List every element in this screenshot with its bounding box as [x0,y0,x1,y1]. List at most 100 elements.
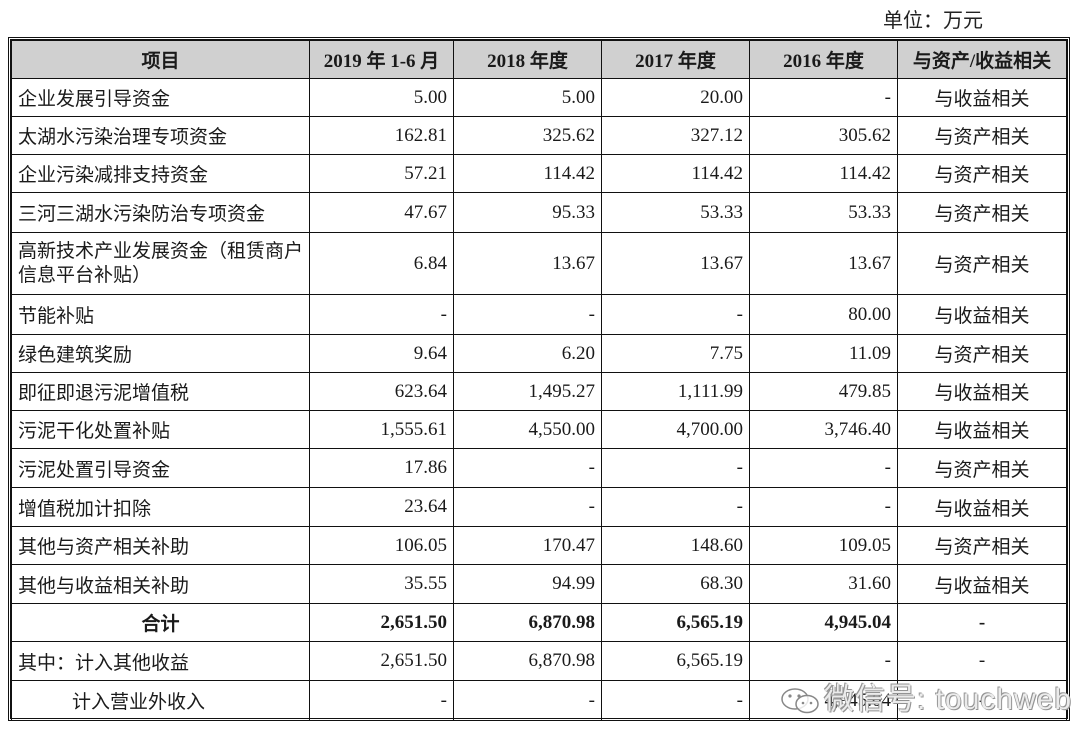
value-cell-v2016: - [749,78,898,117]
value-cell-v2018: 94.99 [453,564,602,604]
table-row: 污泥处置引导资金 17.86- - - 与资产相关 [11,448,1067,488]
item-name-cell: 节能补贴 [11,294,310,335]
value-cell-v2019h1: 2,651.50 [309,603,454,642]
item-name-cell: 三河三湖水污染防治专项资金 [11,192,310,233]
value-cell-v2017: 148.60 [601,526,750,565]
relation-cell: 与资产相关 [897,192,1067,233]
table-row: 企业污染减排支持资金 57.21 114.42 114.42 114.42 与资产相关 [11,154,1067,193]
relation-cell: 与收益相关 [897,372,1067,411]
value-cell-v2016: 114.42 [749,154,898,193]
value-cell-v2017: - [601,680,750,721]
table-row: 企业发展引导资金 5.00 5.00 20.00- 与收益相关 [11,78,1067,117]
col-header-relation: 与资产/收益相关 [897,40,1067,79]
unit-label: 单位：万元 [883,10,983,32]
item-name-cell: 合计 [11,603,310,642]
item-name-cell: 高新技术产业发展资金（租赁商户信息平台补贴） [11,232,310,295]
item-name-cell: 企业污染减排支持资金 [11,154,310,193]
table-row: 其他与资产相关补助 106.05 170.47 148.60 109.05 与资产相关 [11,526,1067,565]
value-cell-v2017: 114.42 [601,154,750,193]
value-cell-v2016: 479.85 [749,372,898,411]
relation-cell: 与收益相关 [897,78,1067,117]
col-header-2018: 2018 年度 [453,40,602,79]
total-row: 合计 2,651.50 6,870.98 6,565.19 4,945.04- [11,603,1067,642]
value-cell-v2018: - [453,680,602,721]
value-cell-v2016: 305.62 [749,116,898,155]
relation-cell: 与收益相关 [897,294,1067,335]
value-cell-v2019h1: 1,555.61 [309,410,454,449]
relation-cell: - [897,641,1067,681]
value-cell-v2017: 6,565.19 [601,641,750,681]
table-row: 太湖水污染治理专项资金 162.81 325.62 327.12 305.62 与资产相关 [11,116,1067,155]
value-cell-v2019h1: 106.05 [309,526,454,565]
table-header-row: 项目 2019 年 1-6 月 2018 年度 2017 年度 2016 年度 … [11,40,1067,79]
wechat-icon [780,687,820,715]
value-cell-v2017: 68.30 [601,564,750,604]
value-cell-v2018: 5.00 [453,78,602,117]
value-cell-v2018: - [453,487,602,527]
watermark: 微信号: touchweb [780,674,1072,718]
value-cell-v2017: 20.00 [601,78,750,117]
value-cell-v2016: 4,945.04 [749,680,898,721]
table-row: 增值税加计扣除 23.64- - - 与收益相关 [11,487,1067,527]
col-header-item: 项目 [11,40,310,79]
item-name-cell: 其他与资产相关补助 [11,526,310,565]
table-row: 高新技术产业发展资金（租赁商户信息平台补贴） 6.84 13.67 13.67 13.6… [11,232,1067,295]
value-cell-v2018: 6,870.98 [453,641,602,681]
relation-cell: 与资产相关 [897,154,1067,193]
value-cell-v2016: 4,945.04 [749,603,898,642]
value-cell-v2018: 13.67 [453,232,602,295]
relation-cell: 与收益相关 [897,487,1067,527]
value-cell-v2019h1: 23.64 [309,487,454,527]
item-name-cell: 太湖水污染治理专项资金 [11,116,310,155]
value-cell-v2019h1: 2,651.50 [309,641,454,681]
value-cell-v2019h1: - [309,680,454,721]
value-cell-v2018: - [453,448,602,488]
relation-cell: 与资产相关 [897,526,1067,565]
value-cell-v2017: 4,700.00 [601,410,750,449]
item-name-cell: 即征即退污泥增值税 [11,372,310,411]
value-cell-v2016: - [749,487,898,527]
relation-cell: 与收益相关 [897,410,1067,449]
relation-cell: 与资产相关 [897,448,1067,488]
value-cell-v2017: - [601,487,750,527]
table-row: 污泥干化处置补贴 1,555.61 4,550.00 4,700.00 3,746.40… [11,410,1067,449]
item-name-cell: 污泥处置引导资金 [11,448,310,488]
value-cell-v2017: 7.75 [601,334,750,373]
value-cell-v2016: 13.67 [749,232,898,295]
value-cell-v2019h1: 6.84 [309,232,454,295]
table-row: 计入营业外收入 - - -4,945.04- [11,680,1067,721]
value-cell-v2017: - [601,294,750,335]
col-header-2017: 2017 年度 [601,40,750,79]
value-cell-v2016: 80.00 [749,294,898,335]
table-row: 绿色建筑奖励 9.64 6.20 7.75 11.09 与资产相关 [11,334,1067,373]
table-row: 节能补贴 - - -80.00 与收益相关 [11,294,1067,335]
value-cell-v2017: 1,111.99 [601,372,750,411]
value-cell-v2018: 170.47 [453,526,602,565]
value-cell-v2017: 327.12 [601,116,750,155]
value-cell-v2016: - [749,448,898,488]
value-cell-v2017: 13.67 [601,232,750,295]
item-name-cell: 企业发展引导资金 [11,78,310,117]
col-header-2016: 2016 年度 [749,40,898,79]
relation-cell: 与资产相关 [897,116,1067,155]
value-cell-v2019h1: - [309,294,454,335]
value-cell-v2019h1: 9.64 [309,334,454,373]
col-header-2019h1: 2019 年 1-6 月 [309,40,454,79]
value-cell-v2016: 3,746.40 [749,410,898,449]
value-cell-v2018: 1,495.27 [453,372,602,411]
item-name-cell: 其他与收益相关补助 [11,564,310,604]
value-cell-v2018: 114.42 [453,154,602,193]
value-cell-v2016: 31.60 [749,564,898,604]
value-cell-v2019h1: 57.21 [309,154,454,193]
table-row: 其中：计入其他收益 2,651.50 6,870.98 6,565.19- - [11,641,1067,681]
relation-cell: 与资产相关 [897,334,1067,373]
relation-cell: - [897,680,1067,721]
value-cell-v2018: 6.20 [453,334,602,373]
value-cell-v2019h1: 623.64 [309,372,454,411]
subsidy-table: 项目 2019 年 1-6 月 2018 年度 2017 年度 2016 年度 … [8,37,1070,721]
value-cell-v2019h1: 5.00 [309,78,454,117]
value-cell-v2018: - [453,294,602,335]
value-cell-v2017: 53.33 [601,192,750,233]
value-cell-v2018: 95.33 [453,192,602,233]
value-cell-v2017: - [601,448,750,488]
